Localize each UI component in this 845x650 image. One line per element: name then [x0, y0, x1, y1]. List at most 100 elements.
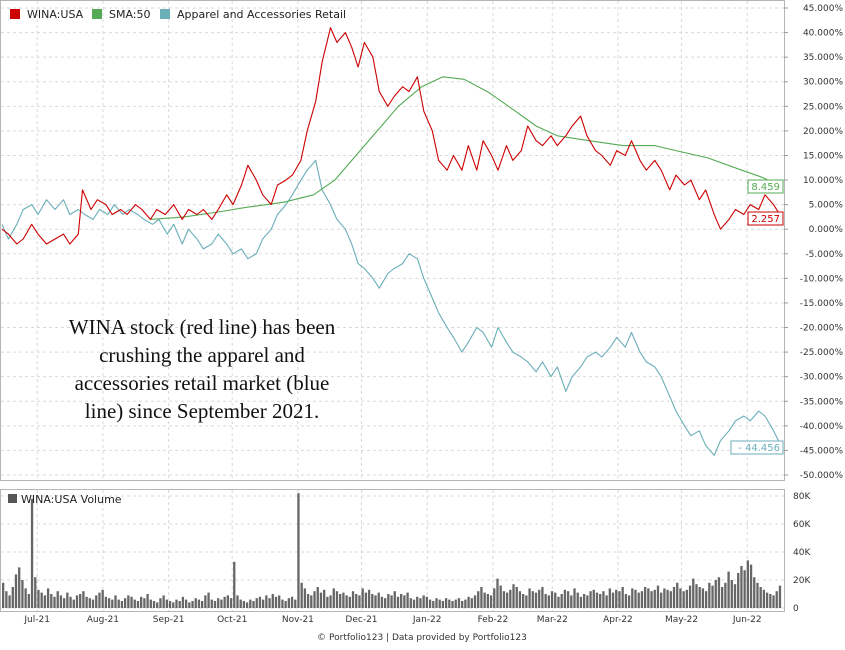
- volume-bar: [62, 598, 66, 608]
- volume-bar: [531, 591, 534, 608]
- volume-bar: [618, 591, 621, 608]
- volume-bar: [245, 602, 249, 608]
- volume-bar: [204, 595, 207, 608]
- y-tick-label: -30.000%: [800, 373, 844, 383]
- volume-bar: [396, 596, 400, 608]
- volume-bar: [34, 577, 37, 608]
- volume-bar: [608, 588, 611, 608]
- volume-bar: [165, 599, 169, 608]
- y-tick-label: 25.000%: [803, 102, 843, 112]
- volume-bar: [425, 596, 429, 608]
- annotation-line-1: WINA stock (red line) has been: [69, 315, 336, 339]
- y-tick-label: -20.000%: [800, 324, 844, 334]
- y-tick-label: -15.000%: [800, 299, 844, 309]
- volume-bar: [351, 591, 355, 608]
- volume-title: WINA:USA Volume: [21, 493, 122, 506]
- volume-bar: [268, 598, 271, 608]
- volume-bar: [191, 601, 194, 608]
- volume-bar: [448, 599, 451, 608]
- volume-legend-swatch: [8, 494, 17, 503]
- volume-bar: [505, 592, 509, 608]
- main-panel-frame: [0, 0, 785, 481]
- volume-bar: [512, 584, 515, 608]
- volume-bar: [335, 591, 339, 608]
- volume-bar: [2, 582, 5, 608]
- main-y-axis: 45.000% 40.000% 35.000% 30.000% 25.000% 20.00…: [784, 4, 843, 481]
- volume-bar: [252, 601, 255, 608]
- volume-bar: [724, 582, 727, 608]
- volume-bar: [236, 595, 239, 608]
- volume-bar: [310, 595, 313, 608]
- volume-bar: [467, 596, 470, 608]
- volume-y-tick-label: 0: [793, 604, 799, 614]
- volume-bar: [303, 588, 307, 608]
- y-tick-label: 45.000%: [803, 4, 843, 14]
- volume-bar: [647, 588, 650, 608]
- volume-bar: [730, 580, 733, 608]
- volume-bar: [541, 587, 544, 608]
- volume-bar: [464, 599, 467, 608]
- volume-bar: [152, 601, 156, 608]
- volume-bar: [676, 582, 679, 608]
- volume-bar: [441, 601, 445, 608]
- volume-bar: [140, 596, 143, 608]
- volume-bar: [322, 589, 326, 608]
- volume-bar: [579, 596, 583, 608]
- annotation-line-4: line) since September 2021.: [85, 399, 319, 423]
- volume-bar: [59, 595, 63, 608]
- volume-bar: [518, 591, 522, 608]
- volume-bar: [210, 599, 213, 608]
- series-lines: [1, 27, 783, 456]
- volume-bar: [316, 587, 319, 608]
- volume-bar: [566, 591, 570, 608]
- volume-bar: [284, 601, 287, 608]
- volume-bar: [85, 596, 88, 608]
- volume-bar: [470, 598, 473, 608]
- volume-bar: [27, 594, 30, 608]
- volume-bar: [714, 580, 717, 608]
- volume-bar: [339, 594, 342, 608]
- volume-bar: [643, 587, 647, 608]
- volume-bar: [624, 594, 628, 608]
- volume-bar: [631, 588, 634, 608]
- volume-bar: [79, 594, 82, 608]
- volume-bar: [660, 592, 663, 608]
- volume-legend: WINA:USA Volume: [8, 493, 122, 506]
- volume-bar: [220, 599, 223, 608]
- volume-bar: [550, 591, 554, 608]
- volume-bar: [692, 578, 695, 608]
- volume-bar: [743, 570, 746, 608]
- volume-bar: [393, 591, 396, 608]
- volume-bar: [258, 596, 262, 608]
- volume-bar: [772, 595, 775, 608]
- volume-bar: [615, 589, 618, 608]
- volume-bar: [8, 595, 11, 608]
- legend: WINA:USA SMA:50 Apparel and Accessories …: [10, 8, 346, 21]
- volume-bar: [483, 592, 486, 608]
- volume-bar: [358, 595, 361, 608]
- volume-bar: [143, 598, 146, 608]
- volume-bar: [576, 592, 579, 608]
- volume-bar: [708, 582, 711, 608]
- volume-bar: [438, 599, 441, 608]
- x-tick-label: Jun-22: [732, 615, 762, 625]
- volume-bar: [130, 596, 133, 608]
- volume-bar: [749, 564, 753, 608]
- volume-bar: [387, 594, 390, 608]
- volume-panel-frame: [0, 489, 785, 612]
- volume-bar: [493, 588, 496, 608]
- volume-bar: [538, 589, 541, 608]
- volume-bar: [428, 599, 432, 608]
- series-line-apparel-and-accessories-retail: [1, 159, 783, 456]
- volume-bar: [634, 589, 637, 608]
- y-tick-label: 40.000%: [803, 29, 843, 39]
- last-value-label: - 44.456: [738, 443, 780, 454]
- last-value-label: 8.459: [751, 182, 780, 193]
- volume-bar: [528, 588, 531, 608]
- y-tick-label: 10.000%: [803, 176, 843, 186]
- volume-bar: [188, 602, 191, 608]
- y-tick-label: -25.000%: [800, 348, 844, 358]
- volume-bar: [765, 592, 769, 608]
- volume-bar: [233, 561, 236, 608]
- volume-bar: [271, 594, 274, 608]
